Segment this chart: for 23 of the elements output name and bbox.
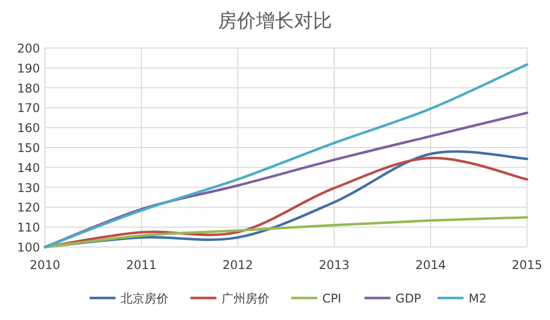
y-tick-label: 100 <box>17 240 40 254</box>
y-tick-label: 180 <box>17 81 40 96</box>
legend-label: 广州房价 <box>221 292 270 306</box>
y-tick-label: 190 <box>17 61 40 76</box>
x-tick-label: 2012 <box>222 258 254 272</box>
x-tick-label: 2015 <box>512 258 542 272</box>
y-tick-label: 150 <box>17 141 40 155</box>
y-tick-label: 200 <box>17 42 40 56</box>
legend-label: 北京房价 <box>120 292 169 306</box>
x-tick-label: 2010 <box>30 258 60 272</box>
legend-label: M2 <box>468 292 487 306</box>
legend-label: GDP <box>395 292 422 306</box>
y-tick-label: 110 <box>17 220 40 235</box>
y-tick-label: 160 <box>17 121 40 136</box>
legend-label: CPI <box>322 292 342 306</box>
y-tick-label: 120 <box>17 200 40 215</box>
chart-title: 房价增长对比 <box>218 10 332 32</box>
y-tick-label: 130 <box>17 180 40 195</box>
y-tick-label: 170 <box>17 101 40 116</box>
y-tick-label: 140 <box>17 160 40 175</box>
x-tick-label: 2013 <box>318 258 350 272</box>
x-tick-label: 2011 <box>126 258 157 272</box>
x-tick-label: 2014 <box>415 258 446 272</box>
